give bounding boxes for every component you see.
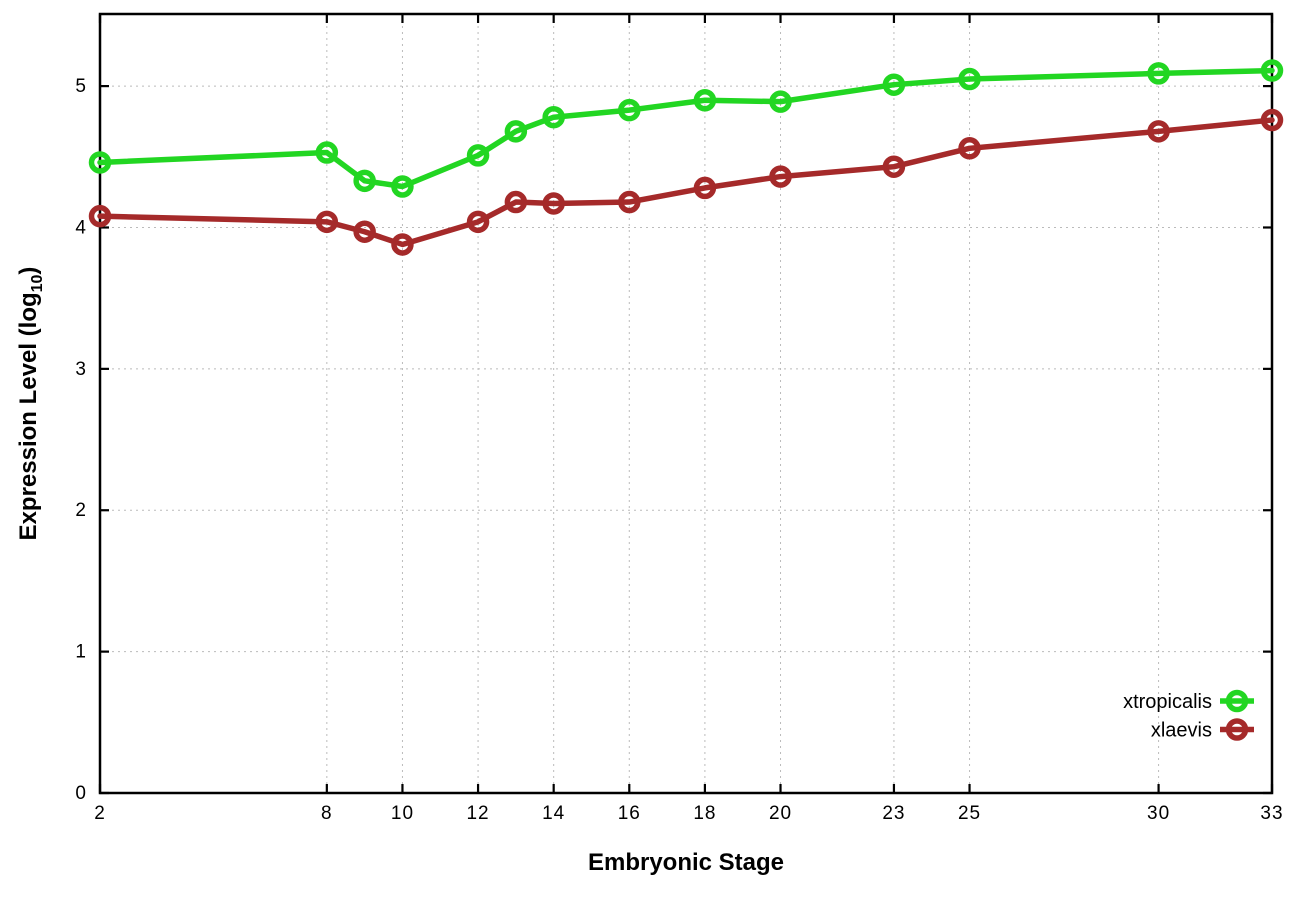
x-tick-label: 33 <box>1260 803 1283 824</box>
y-axis-title: Expression Level (log10) <box>15 267 46 541</box>
legend-label-xtropicalis: xtropicalis <box>1123 691 1212 713</box>
data-point-xlaevis <box>958 137 981 160</box>
x-axis-title: Embryonic Stage <box>588 849 784 876</box>
legend-sample-marker-xlaevis <box>1225 718 1249 741</box>
x-tick-label: 20 <box>769 803 792 824</box>
data-point-xtropicalis <box>504 120 528 143</box>
x-tick-label: 2 <box>94 803 106 824</box>
data-point-xtropicalis <box>882 73 906 96</box>
legend-label-xlaevis: xlaevis <box>1151 720 1212 742</box>
data-point-xlaevis <box>391 233 414 256</box>
y-tick-label: 0 <box>75 783 86 804</box>
y-tick-label: 3 <box>75 359 86 380</box>
y-tick-label: 5 <box>75 76 86 97</box>
x-tick-label: 14 <box>542 803 565 824</box>
data-point-xtropicalis <box>315 141 339 164</box>
legend-sample-marker-xtropicalis <box>1225 689 1249 713</box>
data-point-xtropicalis <box>391 175 414 198</box>
data-point-xlaevis <box>466 210 490 234</box>
data-point-xtropicalis <box>353 169 376 193</box>
data-point-xtropicalis <box>88 151 112 174</box>
x-tick-label: 8 <box>321 803 333 824</box>
x-tick-label: 12 <box>466 803 489 824</box>
data-point-xlaevis <box>353 220 376 243</box>
y-tick-label: 1 <box>75 642 86 663</box>
data-point-xlaevis <box>504 190 528 214</box>
data-point-xlaevis <box>1260 108 1284 132</box>
data-point-xtropicalis <box>958 67 981 91</box>
data-point-xlaevis <box>882 155 906 178</box>
data-point-xtropicalis <box>1147 62 1170 85</box>
x-tick-label: 30 <box>1147 803 1170 824</box>
x-tick-label: 16 <box>618 803 641 824</box>
plot-border <box>98 12 1274 795</box>
data-point-xlaevis <box>1147 120 1170 143</box>
data-point-xlaevis <box>618 190 641 214</box>
x-tick-label: 25 <box>958 803 981 824</box>
series-line-xlaevis <box>97 117 1275 248</box>
y-tick-label: 4 <box>75 217 86 238</box>
data-point-xlaevis <box>693 176 717 200</box>
x-tick-label: 18 <box>693 803 716 824</box>
data-point-xlaevis <box>542 192 565 215</box>
data-point-xtropicalis <box>466 144 490 167</box>
data-point-xtropicalis <box>1260 59 1284 82</box>
x-tick-label: 10 <box>391 803 414 824</box>
data-point-xtropicalis <box>693 88 717 112</box>
data-point-xlaevis <box>315 210 339 234</box>
x-tick-label: 23 <box>882 803 905 824</box>
data-point-xtropicalis <box>769 90 792 113</box>
data-point-xtropicalis <box>542 105 565 129</box>
data-point-xlaevis <box>88 204 112 228</box>
data-point-xlaevis <box>769 165 792 188</box>
data-point-xtropicalis <box>618 98 641 122</box>
y-tick-label: 2 <box>75 500 86 521</box>
series-line-xtropicalis <box>97 67 1275 190</box>
